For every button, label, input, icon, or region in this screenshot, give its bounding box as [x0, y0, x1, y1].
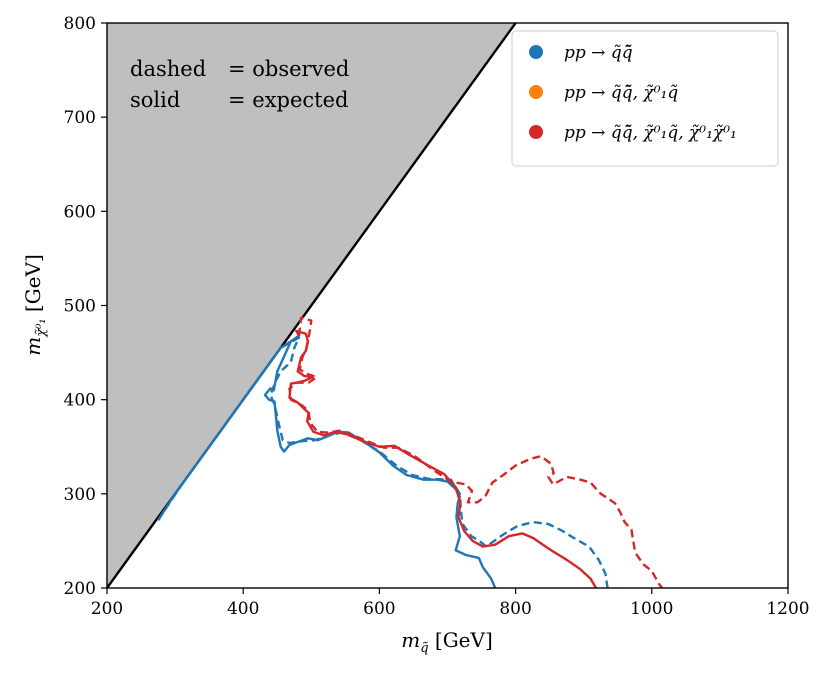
series-line-2: [288, 329, 598, 588]
legend-label-2: pp → q̃q̃̄, χ̃⁰₁q̃, χ̃⁰₁χ̃⁰₁: [564, 123, 737, 143]
legend-box: [511, 30, 779, 167]
x-tick-label: 200: [91, 599, 123, 619]
annotation-line-1-eq: = observed: [228, 57, 349, 81]
legend-label-0: pp → q̃q̃̄: [564, 43, 633, 63]
y-tick-label: 200: [64, 579, 96, 599]
y-tick-label: 700: [64, 108, 96, 128]
series-line-3: [288, 316, 663, 588]
y-axis-label: mχ̃⁰₁ [GeV]: [21, 254, 49, 356]
y-tick-label: 300: [64, 485, 96, 505]
y-tick-label: 400: [64, 391, 96, 411]
annotation-line-2-eq: = expected: [228, 88, 348, 112]
x-axis-ticks: 200 400 600 800 1000 1200: [91, 588, 810, 619]
legend-label-1: pp → q̃q̃̄, χ̃⁰₁q̃: [564, 83, 678, 103]
y-tick-label: 800: [64, 14, 96, 34]
y-axis-ticks: 200 300 400 500 600 700 800: [64, 14, 107, 599]
x-tick-label: 1000: [630, 599, 673, 619]
legend-marker-0: [529, 45, 543, 59]
legend: pp → q̃q̃̄ pp → q̃q̃̄, χ̃⁰₁q̃ pp → q̃q̃̄, …: [511, 30, 779, 167]
series-line-1: [157, 336, 609, 588]
annotation-line-2-key: solid: [130, 88, 180, 112]
x-tick-label: 400: [227, 599, 259, 619]
contour-series: [157, 316, 663, 588]
annotation-line-1-key: dashed: [130, 57, 206, 81]
x-tick-label: 600: [363, 599, 395, 619]
legend-marker-1: [529, 85, 543, 99]
x-tick-label: 1200: [766, 599, 809, 619]
legend-marker-2: [529, 125, 543, 139]
x-tick-label: 800: [499, 599, 531, 619]
annotation: dashed = observed solid = expected: [130, 57, 349, 112]
y-tick-label: 500: [64, 297, 96, 317]
y-tick-label: 600: [64, 202, 96, 222]
x-axis-label: mq̃ [GeV]: [401, 628, 493, 656]
